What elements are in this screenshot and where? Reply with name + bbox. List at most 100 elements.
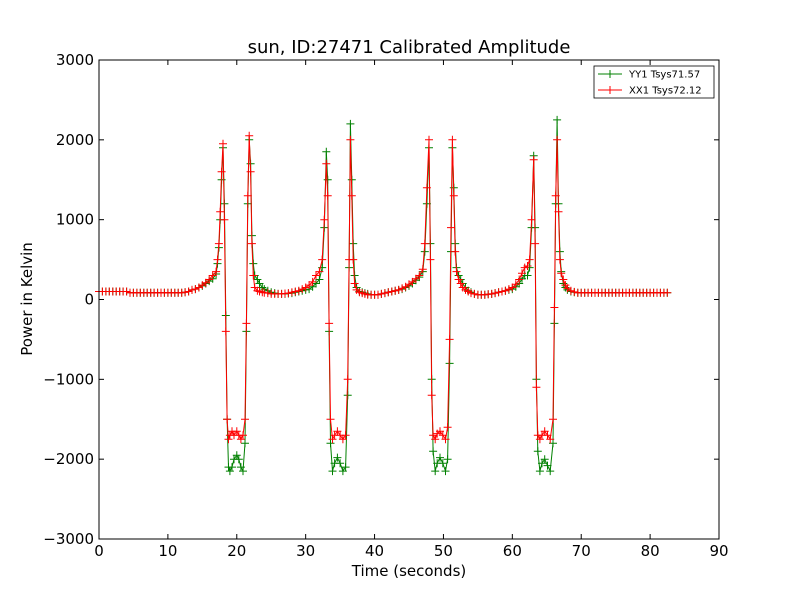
y-tick-label: −3000 bbox=[43, 530, 94, 548]
data-point bbox=[239, 431, 247, 440]
data-point bbox=[546, 467, 555, 476]
data-point bbox=[438, 459, 447, 468]
data-point bbox=[224, 435, 233, 444]
legend-marker-xx1 bbox=[606, 86, 614, 94]
data-point bbox=[443, 455, 452, 464]
data-point bbox=[553, 115, 562, 124]
data-point bbox=[315, 275, 324, 284]
data-point bbox=[555, 255, 564, 264]
data-point bbox=[554, 207, 563, 216]
x-axis-ticks: 0 10 20 30 40 50 60 70 80 90 bbox=[94, 60, 729, 560]
data-point bbox=[228, 463, 236, 472]
data-point bbox=[429, 431, 438, 440]
data-point bbox=[322, 159, 331, 168]
data-point bbox=[387, 287, 396, 296]
data-point bbox=[398, 284, 407, 293]
data-point bbox=[341, 431, 350, 440]
data-point bbox=[426, 255, 435, 264]
data-point bbox=[349, 255, 358, 264]
data-point bbox=[543, 461, 552, 470]
data-point bbox=[284, 289, 293, 298]
data-point bbox=[494, 288, 503, 297]
data-point bbox=[305, 281, 314, 290]
data-point bbox=[308, 277, 317, 286]
data-point bbox=[559, 275, 568, 284]
data-point bbox=[347, 191, 356, 200]
data-point bbox=[212, 267, 221, 276]
y-tick-label: 0 bbox=[84, 291, 94, 309]
data-point bbox=[350, 279, 359, 288]
data-point bbox=[418, 265, 427, 274]
data-point bbox=[263, 289, 272, 298]
x-tick-label: 40 bbox=[365, 542, 384, 560]
y-tick-label: 1000 bbox=[56, 211, 94, 229]
data-point bbox=[188, 285, 196, 294]
data-point bbox=[441, 467, 450, 476]
data-point bbox=[328, 435, 337, 444]
data-point bbox=[515, 275, 524, 284]
data-point bbox=[445, 335, 454, 344]
data-point bbox=[532, 383, 541, 392]
data-point bbox=[570, 287, 579, 296]
data-point bbox=[253, 286, 262, 295]
data-point bbox=[241, 439, 249, 448]
data-point bbox=[518, 269, 526, 278]
data-point bbox=[551, 191, 560, 200]
data-point bbox=[557, 269, 566, 278]
data-point bbox=[323, 175, 332, 184]
x-tick-label: 80 bbox=[641, 542, 660, 560]
x-tick-label: 50 bbox=[434, 542, 453, 560]
data-point bbox=[214, 239, 223, 248]
x-axis-label: Time (seconds) bbox=[351, 562, 467, 580]
data-point bbox=[529, 155, 538, 164]
data-point bbox=[454, 275, 463, 284]
data-point bbox=[470, 289, 479, 298]
data-point bbox=[328, 467, 337, 476]
series-line bbox=[99, 119, 668, 473]
data-point bbox=[535, 435, 544, 444]
data-point bbox=[415, 271, 424, 280]
chart-title: sun, ID:27471 Calibrated Amplitude bbox=[248, 37, 571, 58]
data-point bbox=[225, 467, 234, 476]
series-layer bbox=[95, 115, 672, 476]
data-point bbox=[122, 287, 131, 296]
data-point bbox=[549, 415, 557, 424]
data-point bbox=[511, 280, 520, 289]
data-point bbox=[236, 435, 245, 444]
data-point bbox=[181, 288, 190, 297]
data-point bbox=[448, 135, 457, 144]
data-point bbox=[287, 288, 296, 297]
data-point bbox=[312, 271, 320, 280]
data-point bbox=[553, 135, 562, 144]
data-point bbox=[245, 131, 254, 140]
data-point bbox=[291, 287, 300, 296]
data-point bbox=[425, 135, 433, 144]
data-point bbox=[325, 319, 334, 328]
data-point bbox=[431, 467, 440, 476]
data-point bbox=[243, 191, 252, 200]
data-point bbox=[343, 391, 352, 400]
data-point bbox=[377, 289, 386, 298]
data-point bbox=[411, 274, 420, 283]
data-point bbox=[447, 223, 455, 232]
data-point bbox=[326, 415, 335, 424]
data-point bbox=[508, 283, 517, 292]
data-point bbox=[320, 215, 329, 224]
data-point bbox=[527, 215, 536, 224]
data-point bbox=[247, 239, 256, 248]
x-tick-label: 10 bbox=[158, 542, 177, 560]
series-line bbox=[99, 135, 668, 441]
data-point bbox=[531, 239, 540, 248]
data-point bbox=[408, 277, 417, 286]
data-point bbox=[184, 287, 193, 296]
data-point bbox=[239, 467, 247, 476]
y-tick-label: 3000 bbox=[56, 51, 94, 69]
data-point bbox=[384, 288, 393, 297]
data-point bbox=[312, 279, 320, 288]
data-point bbox=[333, 453, 342, 462]
data-point bbox=[219, 139, 227, 148]
x-tick-label: 0 bbox=[94, 542, 104, 560]
data-point bbox=[501, 286, 510, 295]
data-point bbox=[467, 289, 475, 298]
data-point bbox=[394, 285, 403, 294]
